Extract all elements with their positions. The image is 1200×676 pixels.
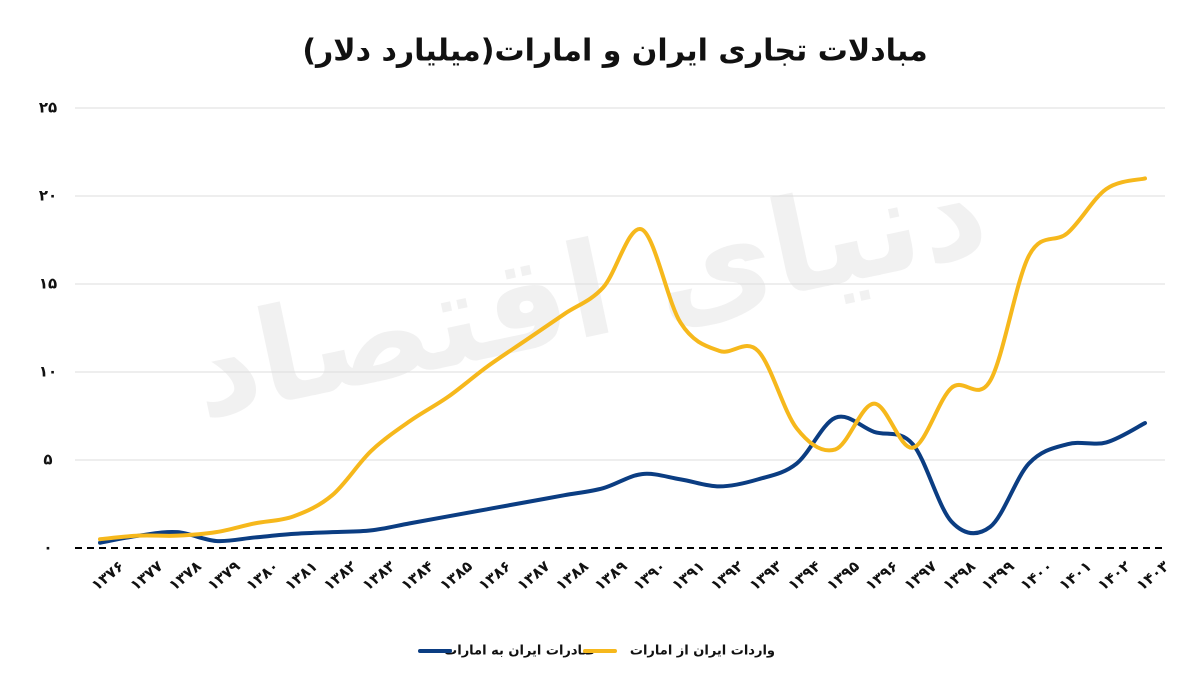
x-tick-label: ۱۴۰۲ (1094, 557, 1134, 594)
x-tick-label: ۱۳۸۹ (591, 557, 631, 594)
x-tick-label: ۱۴۰۰ (1017, 557, 1057, 594)
x-tick-label: ۱۳۹۳ (746, 557, 786, 594)
x-tick-label: ۱۳۸۶ (475, 557, 515, 594)
x-tick-label: ۱۳۹۵ (823, 557, 863, 594)
x-tick-label: ۱۳۹۱ (668, 557, 708, 594)
x-tick-label: ۱۳۸۱ (281, 557, 321, 594)
y-tick-label: ۱۰ (39, 363, 57, 381)
x-tick-label: ۱۳۸۸ (552, 557, 592, 594)
y-tick-label: ۰ (43, 539, 52, 557)
x-tick-label: ۱۳۹۲ (707, 557, 747, 594)
y-tick-label: ۲۵ (39, 99, 57, 117)
x-tick-label: ۱۳۸۳ (359, 557, 399, 594)
x-tick-label: ۱۳۷۷ (127, 557, 167, 594)
x-tick-label: ۱۳۷۹ (204, 557, 244, 594)
x-tick-label: ۱۳۸۲ (320, 557, 360, 594)
y-tick-label: ۵ (43, 451, 52, 469)
x-tick-label: ۱۳۹۴ (785, 557, 825, 594)
legend-label: واردات ایران از امارات (630, 644, 775, 659)
x-tick-label: ۱۴۰۳ (1133, 557, 1173, 594)
x-tick-label: ۱۳۹۸ (939, 557, 979, 594)
line-series (98, 176, 1147, 542)
x-tick-label: ۱۳۸۷ (514, 557, 554, 594)
x-tick-label: ۱۳۸۰ (243, 557, 283, 594)
x-tick-label: ۱۴۰۱ (1055, 557, 1095, 594)
x-tick-label: ۱۳۸۵ (436, 557, 476, 594)
chart-title: مبادلات تجاری ایران و امارات(میلیارد دلا… (302, 34, 927, 69)
x-tick-label: ۱۳۹۰ (630, 557, 670, 594)
x-tick-label: ۱۳۹۶ (862, 557, 902, 594)
x-tick-label: ۱۳۹۹ (978, 557, 1018, 594)
legend-label: صادرات ایران به امارات (444, 644, 595, 659)
x-tick-label: ۱۳۹۷ (901, 557, 941, 594)
x-tick-label: ۱۳۷۶ (88, 557, 128, 594)
x-tick-label: ۱۳۷۸ (165, 557, 205, 594)
line-series (98, 414, 1147, 545)
x-tick-label: ۱۳۸۴ (397, 557, 437, 594)
watermark: دنیای اقتصاد (177, 132, 999, 449)
y-tick-label: ۱۵ (39, 275, 57, 293)
y-tick-label: ۲۰ (39, 187, 57, 205)
